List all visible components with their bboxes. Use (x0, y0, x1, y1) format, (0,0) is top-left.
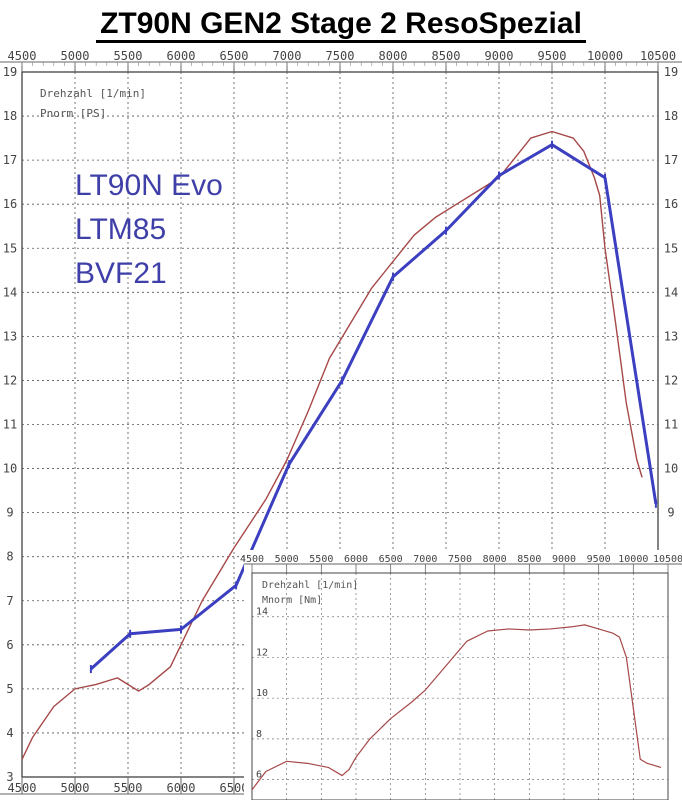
main-y-tick-label-left: 9 (6, 506, 13, 520)
annotation-label: LT90N Evo (75, 169, 223, 202)
main-y-tick-label-left: 4 (6, 726, 13, 740)
main-grid (0, 61, 682, 795)
main-x-tick-label-top: 5500 (114, 49, 143, 63)
main-y-tick-label-left: 11 (3, 418, 17, 432)
main-x-tick-label-top: 9500 (538, 49, 567, 63)
main-y-tick-label-right: 15 (664, 241, 678, 255)
inset-ylabel: Mnorm [Nm] (262, 595, 322, 606)
main-y-tick-label-left: 12 (3, 373, 17, 387)
main-x-tick-label-top: 9000 (485, 49, 514, 63)
inset-x-tick-label: 7500 (448, 554, 472, 565)
inset-x-tick-label: 6000 (344, 554, 368, 565)
inset-x-tick-label: 8000 (483, 554, 507, 565)
main-x-tick-label-top: 10000 (587, 49, 623, 63)
main-y-tick-label-right: 14 (664, 285, 678, 299)
inset-x-tick-label: 4500 (240, 554, 264, 565)
main-y-tick-label-right: 16 (664, 197, 678, 211)
main-y-tick-label-right: 13 (664, 329, 678, 343)
inset-x-tick-label: 10500 (653, 554, 682, 565)
inset-x-tick-label: 8500 (517, 554, 541, 565)
inset-x-tick-label: 5000 (275, 554, 299, 565)
inset-xlabel: Drehzahl [1/min] (262, 580, 358, 591)
main-axis-labels: Drehzahl [1/min] Pnorm [PS] (40, 87, 146, 120)
main-series-lines (21, 130, 658, 760)
main-y-tick-label-left: 13 (3, 329, 17, 343)
chart-title: ZT90N GEN2 Stage 2 ResoSpezial (0, 2, 682, 46)
inset-x-tick-label: 9500 (587, 554, 611, 565)
main-x-tick-label-bottom: 6500 (220, 781, 249, 795)
main-x-tick-label-top: 8500 (432, 49, 461, 63)
main-x-tick-label-top: 6000 (167, 49, 196, 63)
torque-inset: 4500 5000 5500 6000 6500 7000 7500 8000 8500 9000… (240, 550, 682, 800)
main-x-tick-label-top: 5000 (61, 49, 90, 63)
main-y-tick-label-left: 6 (6, 638, 13, 652)
inset-x-tick-label: 5500 (309, 554, 333, 565)
main-y-tick-label-right: 12 (664, 373, 678, 387)
main-y-tick-label-left: 8 (6, 550, 13, 564)
inset-x-tick-label: 6500 (379, 554, 403, 565)
main-y-tick-label-left: 14 (3, 285, 17, 299)
annotation-label: LTM85 (75, 213, 166, 246)
main-y-tick-label-left: 17 (3, 153, 17, 167)
main-x-tick-label-top: 7000 (273, 49, 302, 63)
main-x-tick-label-bottom: 5000 (61, 781, 90, 795)
inset-y-tick-label: 8 (256, 729, 262, 740)
main-x-tick-label-bottom: 5500 (114, 781, 143, 795)
main-x-tick-label-top: 7500 (326, 49, 355, 63)
main-y-tick-label-left: 10 (3, 462, 17, 476)
inset-y-tick-label: 10 (256, 688, 268, 699)
inset-x-tick-label: 10000 (618, 554, 648, 565)
main-y-tick-label-right: 9 (667, 506, 674, 520)
annotation-group: LT90N Evo LTM85 BVF21 (75, 169, 223, 290)
torque-curve-red (251, 624, 662, 791)
main-x-tick-label-top: 6500 (220, 49, 249, 63)
main-x-tick-label-top: 10500 (640, 49, 676, 63)
main-ylabel: Pnorm [PS] (40, 107, 106, 120)
inset-background (244, 550, 682, 800)
main-x-tick-label-bottom: 4500 (8, 781, 37, 795)
main-y-tick-label-left: 5 (6, 682, 13, 696)
main-y-tick-label-left: 19 (3, 65, 17, 79)
main-x-tick-label-bottom: 6000 (167, 781, 196, 795)
inset-x-tick-label: 9000 (552, 554, 576, 565)
main-xlabel: Drehzahl [1/min] (40, 87, 146, 100)
main-y-tick-label-left: 18 (3, 109, 17, 123)
main-y-tick-label-left: 15 (3, 241, 17, 255)
main-x-tick-label-top: 8000 (379, 49, 408, 63)
inset-y-tick-label: 14 (256, 607, 268, 618)
power-curve-blue (89, 143, 658, 671)
main-y-tick-label-right: 18 (664, 109, 678, 123)
main-y-tick-label-right: 19 (664, 65, 678, 79)
inset-border (251, 572, 669, 800)
inset-x-tick-label: 7000 (413, 554, 437, 565)
main-x-tick-label-top: 4500 (8, 49, 37, 63)
main-y-tick-label-left: 16 (3, 197, 17, 211)
annotation-label: BVF21 (75, 257, 167, 290)
main-y-tick-label-left: 7 (6, 594, 13, 608)
inset-y-tick-label: 6 (256, 770, 262, 781)
main-y-tick-label-right: 10 (664, 462, 678, 476)
main-y-tick-label-left: 3 (6, 770, 13, 784)
main-y-tick-label-right: 11 (664, 418, 678, 432)
main-y-tick-label-right: 17 (664, 153, 678, 167)
inset-y-tick-label: 12 (256, 647, 268, 658)
chart-title-text: ZT90N GEN2 Stage 2 ResoSpezial (96, 7, 586, 43)
